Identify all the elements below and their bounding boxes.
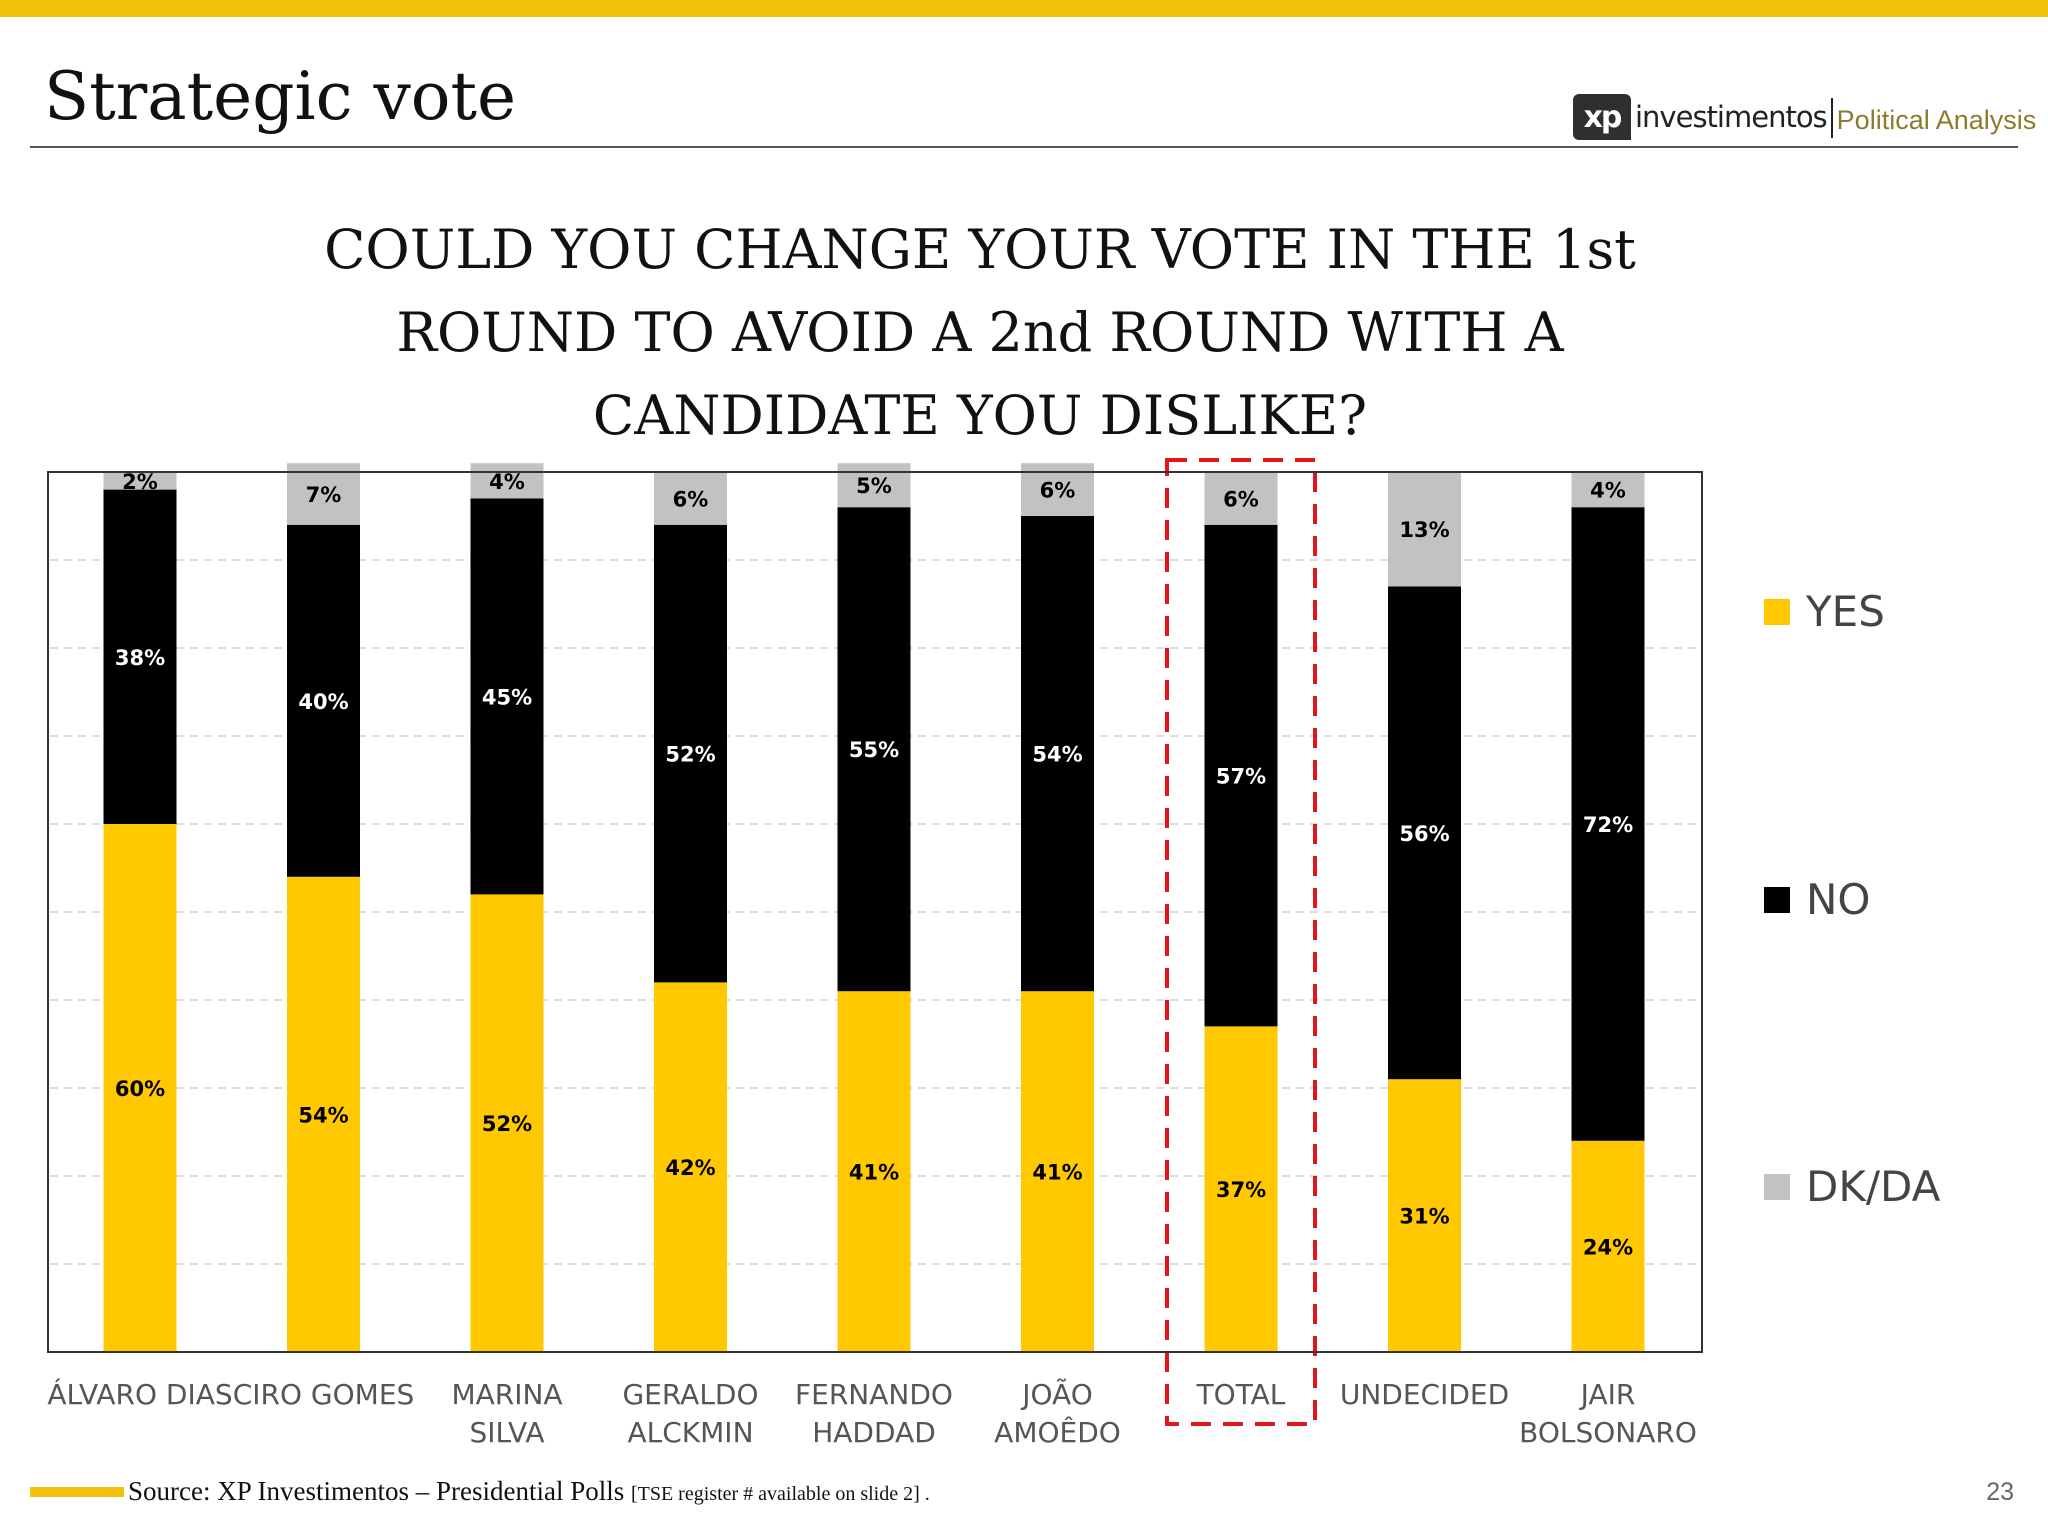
title-divider bbox=[30, 146, 2018, 148]
bar-value-label: 45% bbox=[482, 685, 532, 709]
bar-yes-segment bbox=[1204, 1026, 1278, 1352]
bar-value-label: 60% bbox=[115, 1077, 165, 1101]
bar-value-label: 24% bbox=[1583, 1235, 1633, 1259]
bar-dkda-segment bbox=[287, 463, 360, 525]
bar-value-label: 41% bbox=[849, 1161, 899, 1185]
bar-no-segment bbox=[287, 524, 360, 877]
bar-value-label: 52% bbox=[482, 1112, 532, 1136]
category-label: HADDAD bbox=[812, 1416, 936, 1449]
legend-swatch-yes bbox=[1764, 599, 1790, 625]
legend-label-yes: YES bbox=[1806, 587, 1885, 636]
bar-dkda-segment bbox=[103, 472, 177, 490]
bar-dkda-segment bbox=[470, 463, 544, 499]
bar-value-label: 6% bbox=[673, 487, 709, 511]
bar-value-label: 55% bbox=[849, 738, 899, 762]
brand-separator bbox=[1830, 98, 1833, 138]
bar-yes-segment bbox=[1571, 1140, 1645, 1352]
category-label: FERNANDO bbox=[795, 1378, 953, 1411]
bar-no-segment bbox=[103, 489, 177, 824]
bar-dkda-segment bbox=[837, 463, 911, 508]
bar-value-label: 5% bbox=[856, 474, 892, 498]
bar-no-segment bbox=[1388, 586, 1461, 1080]
category-label: GERALDO bbox=[622, 1378, 758, 1411]
bar-value-label: 7% bbox=[306, 483, 342, 507]
bar-dkda-segment bbox=[1571, 472, 1645, 508]
bar-value-label: 37% bbox=[1216, 1178, 1266, 1202]
plot-frame bbox=[47, 471, 1703, 1353]
bar-value-label: 6% bbox=[1040, 479, 1076, 503]
brand-subtitle: Political Analysis bbox=[1836, 105, 2037, 135]
bar-yes-segment bbox=[654, 982, 727, 1352]
bar-value-label: 41% bbox=[1032, 1161, 1082, 1185]
bar-value-label: 54% bbox=[1032, 743, 1082, 767]
category-label: MARINA bbox=[451, 1378, 562, 1411]
bar-value-label: 56% bbox=[1399, 822, 1449, 846]
bar-no-segment bbox=[1204, 524, 1278, 1027]
bar-dkda-segment bbox=[1388, 472, 1461, 587]
category-label: CIRO GOMES bbox=[233, 1378, 415, 1411]
bar-value-label: 31% bbox=[1399, 1205, 1449, 1229]
bar-yes-segment bbox=[1021, 991, 1094, 1352]
source-text: Source: XP Investimentos – Presidential … bbox=[128, 1476, 625, 1506]
bar-no-segment bbox=[1571, 507, 1645, 1141]
page-number: 23 bbox=[1986, 1478, 2014, 1506]
legend-swatch-no bbox=[1764, 887, 1790, 913]
bar-value-label: 54% bbox=[298, 1103, 348, 1127]
bar-value-label: 38% bbox=[115, 646, 165, 670]
category-label: JOÃO bbox=[1020, 1378, 1093, 1411]
bar-value-label: 13% bbox=[1399, 518, 1449, 542]
xp-logo-icon: xp bbox=[1573, 94, 1631, 140]
highlight-box bbox=[1165, 458, 1317, 1426]
bar-yes-segment bbox=[470, 894, 544, 1352]
bar-yes-segment bbox=[1388, 1079, 1461, 1352]
category-label: UNDECIDED bbox=[1340, 1378, 1509, 1411]
category-label: SILVA bbox=[469, 1416, 544, 1449]
category-label: AMOÊDO bbox=[994, 1415, 1121, 1449]
category-label: BOLSONARO bbox=[1519, 1416, 1697, 1449]
bar-value-label: 42% bbox=[665, 1156, 715, 1180]
category-label: JAIR bbox=[1579, 1378, 1636, 1411]
question-line-2: ROUND TO AVOID A 2nd ROUND WITH A bbox=[396, 301, 1564, 364]
bar-value-label: 40% bbox=[298, 690, 348, 714]
bar-no-segment bbox=[654, 524, 727, 983]
category-label: TOTAL bbox=[1196, 1378, 1286, 1411]
bar-value-label: 4% bbox=[1590, 479, 1626, 503]
slide-title: Strategic vote bbox=[44, 58, 517, 135]
category-label: ÁLVARO DIAS bbox=[47, 1377, 232, 1411]
bar-yes-segment bbox=[103, 824, 177, 1352]
bar-yes-segment bbox=[287, 876, 360, 1352]
bar-value-label: 6% bbox=[1223, 487, 1259, 511]
bar-no-segment bbox=[1021, 516, 1094, 992]
bar-dkda-segment bbox=[654, 472, 727, 525]
legend-label-dkda: DK/DA bbox=[1806, 1162, 1941, 1211]
question-line-3: CANDIDATE YOU DISLIKE? bbox=[592, 384, 1368, 447]
question-line-1: COULD YOU CHANGE YOUR VOTE IN THE 1st bbox=[324, 218, 1636, 281]
brand-name: investimentos bbox=[1635, 100, 1828, 134]
source-note: Source: XP Investimentos – Presidential … bbox=[128, 1476, 930, 1507]
top-accent-band bbox=[0, 0, 2048, 17]
bar-dkda-segment bbox=[1204, 472, 1278, 525]
footer-accent-bar bbox=[30, 1487, 124, 1497]
legend-item-no: NO bbox=[1764, 879, 1870, 921]
bar-value-label: 57% bbox=[1216, 765, 1266, 789]
legend-label-no: NO bbox=[1806, 875, 1871, 924]
bar-no-segment bbox=[470, 498, 544, 895]
legend-item-yes: YES bbox=[1764, 591, 1885, 633]
source-register-note: [TSE register # available on slide 2] . bbox=[630, 1483, 930, 1505]
bar-value-label: 4% bbox=[489, 470, 525, 494]
brand-logo-group: xp investimentos Political Analysis bbox=[1573, 90, 2036, 140]
bar-no-segment bbox=[837, 507, 911, 992]
bar-value-label: 52% bbox=[665, 743, 715, 767]
legend-swatch-dkda bbox=[1764, 1174, 1790, 1200]
bar-yes-segment bbox=[837, 991, 911, 1352]
bar-value-label: 2% bbox=[122, 470, 158, 494]
bar-value-label: 72% bbox=[1583, 813, 1633, 837]
category-label: ALCKMIN bbox=[627, 1416, 753, 1449]
legend-item-dkda: DK/DA bbox=[1764, 1166, 1940, 1208]
